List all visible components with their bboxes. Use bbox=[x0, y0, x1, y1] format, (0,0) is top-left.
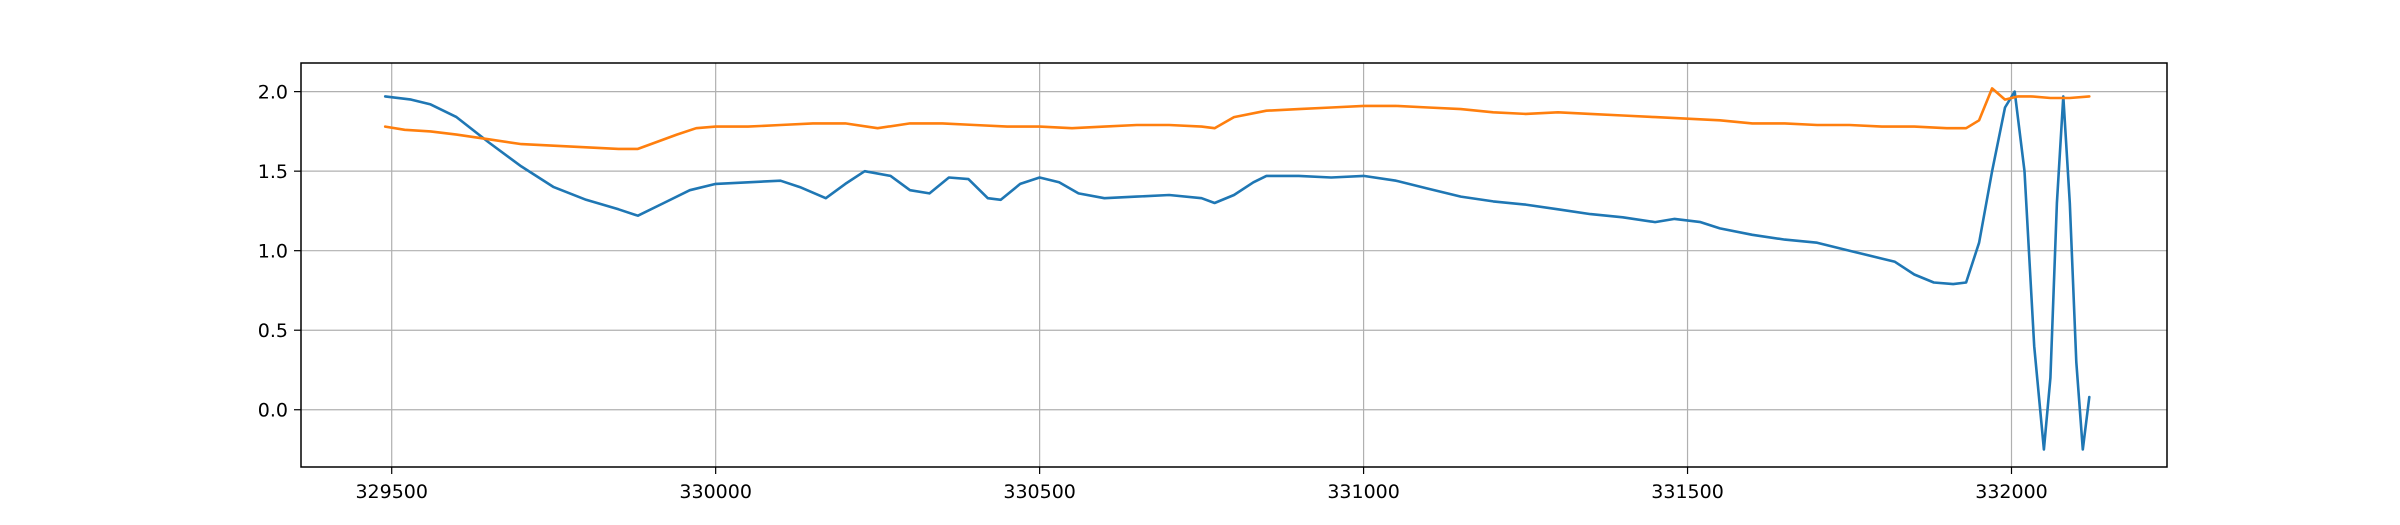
y-tick-label: 0.0 bbox=[258, 400, 288, 422]
x-tick-label: 331000 bbox=[1327, 481, 1400, 503]
x-tick-label: 329500 bbox=[355, 481, 428, 503]
x-tick-label: 330000 bbox=[679, 481, 752, 503]
x-tick-label: 332000 bbox=[1975, 481, 2048, 503]
y-tick-label: 1.0 bbox=[258, 241, 288, 263]
y-axis: 0.0 0.5 1.0 1.5 2.0 bbox=[258, 82, 301, 422]
x-tick-label: 330500 bbox=[1003, 481, 1076, 503]
x-axis: 329500 330000 330500 331000 331500 332000 bbox=[355, 467, 2048, 503]
series-line-1 bbox=[383, 90, 2091, 451]
plot-area bbox=[383, 87, 2091, 451]
x-tick-label: 331500 bbox=[1651, 481, 1724, 503]
axes-frame bbox=[300, 62, 2168, 468]
series-line-2 bbox=[383, 87, 2091, 151]
grid bbox=[301, 63, 2167, 467]
y-tick-label: 0.5 bbox=[258, 320, 288, 342]
y-tick-label: 1.5 bbox=[258, 161, 288, 183]
y-tick-label: 2.0 bbox=[258, 82, 288, 104]
